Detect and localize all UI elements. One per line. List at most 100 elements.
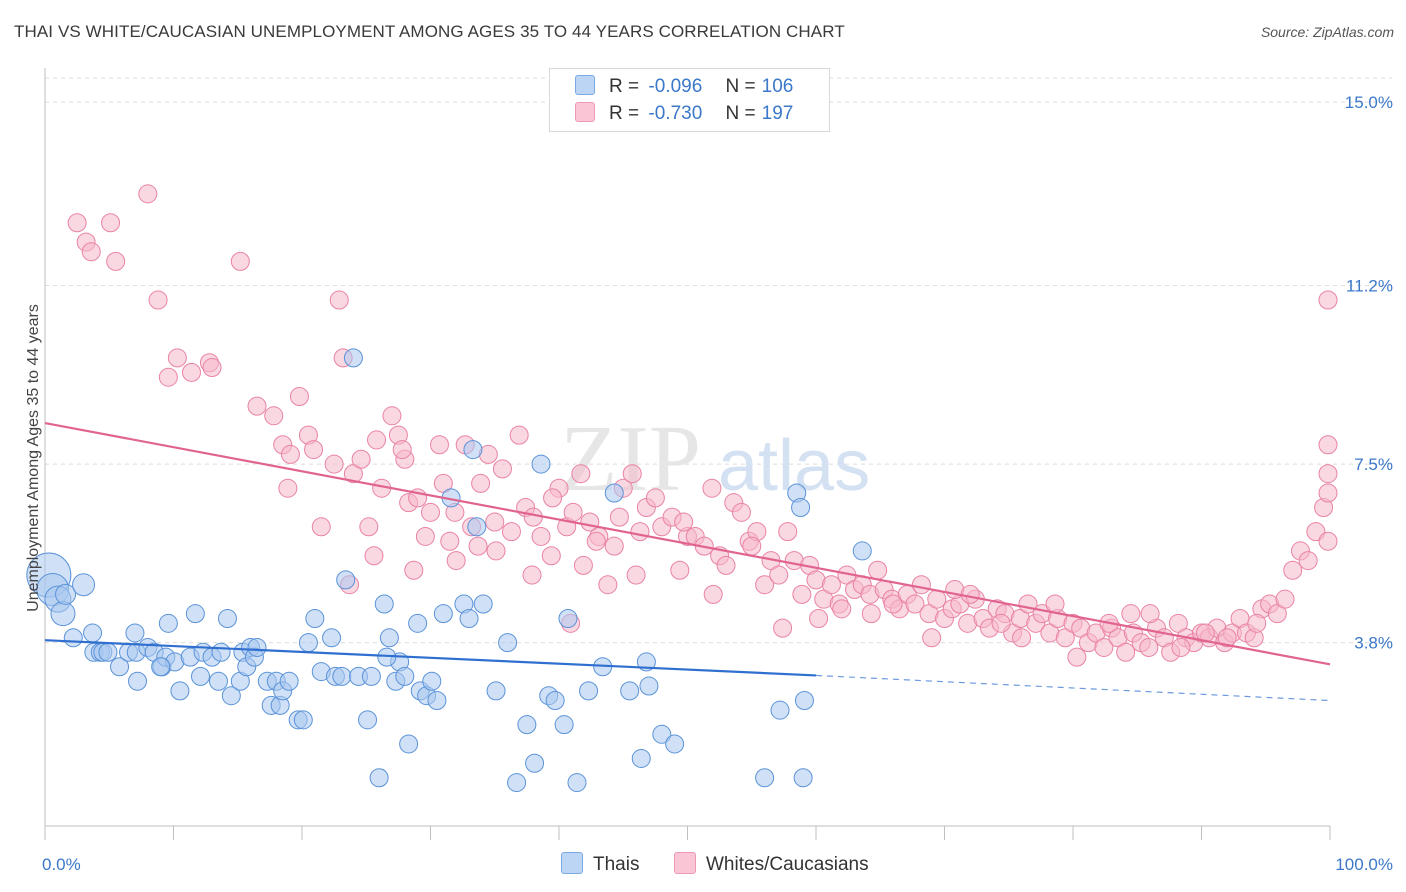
thai-point [358,710,378,730]
white-point [645,488,665,508]
white-point [1318,290,1338,310]
legend-r-value-white: -0.730 [648,103,703,124]
y-axis-label: Unemployment Among Ages 35 to 44 years [25,304,42,612]
thai-point [332,666,352,686]
white-point [167,348,187,368]
white-point [773,618,793,638]
white-point [622,464,642,484]
white-point [106,251,126,271]
thai-point [525,753,545,773]
white-point [1318,464,1338,484]
thai-point [408,613,428,633]
white-points [67,184,1338,667]
thai-point [279,671,299,691]
white-point [1247,613,1267,633]
white-point [509,425,529,445]
white-point [832,599,852,619]
white-point [821,575,841,595]
thai-point [110,657,130,677]
source-credit: Source: ZipAtlas.com [1260,24,1394,40]
bottom-legend-label-thai: Thais [593,854,640,875]
x-tick-label: 0.0% [42,855,81,874]
white-point [598,575,618,595]
white-point [415,526,435,546]
thai-point [208,671,228,691]
thai-point [531,454,551,474]
tick-labels: 3.8% 7.5% 11.2% 15.0% 0.0% 100.0% [42,93,1393,874]
thai-point [604,483,624,503]
thai-trend-extension [815,674,1331,702]
thai-point [517,715,537,735]
white-point [541,546,561,566]
bottom-legend-label-white: Whites/Caucasians [706,854,869,875]
white-point [280,444,300,464]
white-point [404,560,424,580]
white-point [485,512,505,532]
thai-point [620,681,640,701]
white-point [486,541,506,561]
bottom-legend-swatch-thai [561,852,583,874]
white-point [392,440,412,460]
thai-point [473,594,493,614]
white-point [181,362,201,382]
white-point [960,584,980,604]
legend-n-label: N = [725,76,756,97]
white-point [1067,647,1087,667]
white-point [351,449,371,469]
thai-point [427,691,447,711]
y-tick-label: 3.8% [1354,634,1393,653]
white-point [440,531,460,551]
white-point [731,502,751,522]
thai-point [463,440,483,460]
white-point [543,488,563,508]
white-point [1121,604,1141,624]
white-point [571,464,591,484]
white-point [1171,637,1191,657]
thai-point [361,666,381,686]
white-point [531,526,551,546]
white-point [158,367,178,387]
white-point [1275,589,1295,609]
white-point [148,290,168,310]
white-point [101,213,121,233]
thai-point [369,768,389,788]
legend-r-value-thai: -0.096 [648,76,703,97]
white-point [429,435,449,455]
thai-point [305,608,325,628]
thai-point [217,608,237,628]
legend-n-value-thai: 106 [761,76,794,97]
thai-point [190,666,210,686]
thai-point [459,608,479,628]
thai-point [293,710,313,730]
thai-point [322,628,342,648]
thai-point [395,666,415,686]
white-point [742,536,762,556]
y-tick-label: 15.0% [1345,93,1393,112]
white-point [359,517,379,537]
white-point [861,604,881,624]
thai-point [665,734,685,754]
thai-point [558,608,578,628]
white-point [883,594,903,614]
white-point [501,522,521,542]
white-point [626,565,646,585]
legend-r-label: R = [609,76,640,97]
legend-n-value-white: 197 [761,103,794,124]
legend-swatch-thai [575,75,595,95]
thai-point [770,700,790,720]
thai-point [545,691,565,711]
white-point [264,406,284,426]
white-point [702,478,722,498]
white-point [421,502,440,522]
legend-r-label: R = [609,103,640,124]
white-point [716,555,736,575]
white-point [329,290,349,310]
white-point [563,502,583,522]
watermark-zip: ZIP [560,407,701,511]
white-point [1318,531,1338,551]
white-point [492,459,512,479]
thai-point [185,604,205,624]
white-point [1283,560,1303,580]
thai-point [631,748,651,768]
